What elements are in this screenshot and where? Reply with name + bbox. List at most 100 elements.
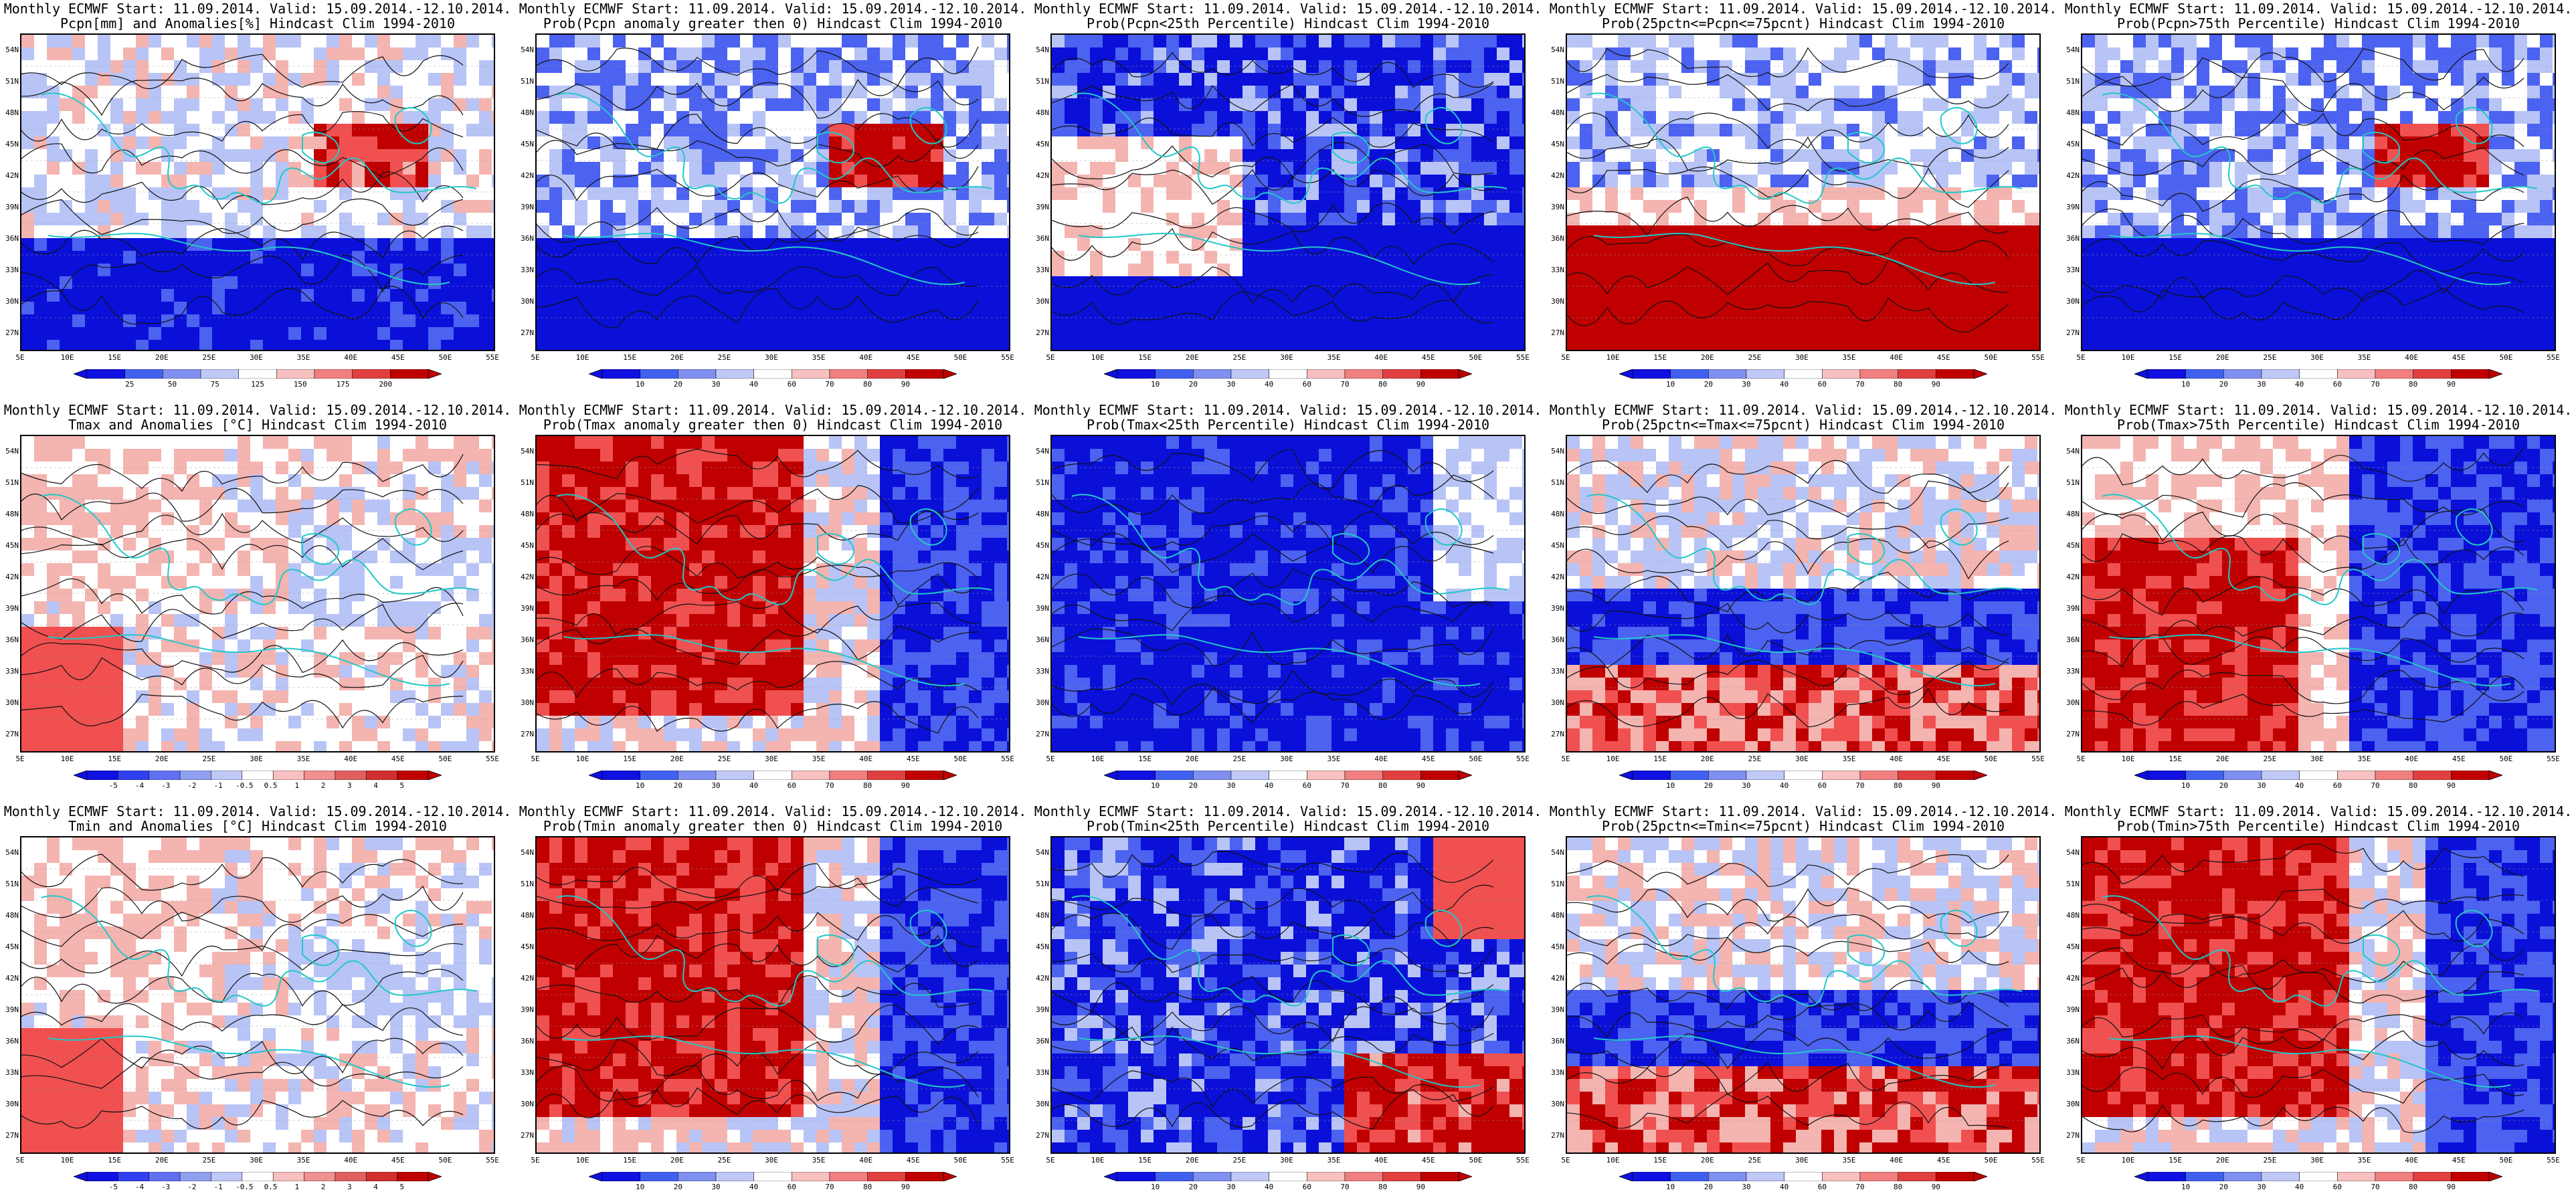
field-cell: [575, 60, 588, 74]
field-cell: [969, 251, 982, 264]
field-cell: [1128, 200, 1141, 213]
field-cell: [2336, 276, 2350, 290]
field-cell: [441, 175, 454, 188]
field-cell: [1433, 314, 1447, 328]
field-cell: [454, 98, 467, 112]
field-cell: [1834, 264, 1847, 277]
field-cell: [1567, 86, 1580, 99]
field-cell: [2425, 213, 2439, 226]
field-cell: [2273, 86, 2286, 99]
field-cell: [1103, 136, 1116, 150]
field-cell: [1230, 264, 1243, 277]
field-cell: [791, 60, 804, 74]
field-cell: [72, 340, 86, 350]
field-cell: [1408, 251, 1421, 264]
field-cell: [352, 35, 365, 48]
field-cell: [161, 47, 175, 61]
field-cell: [2222, 86, 2235, 99]
field-cell: [454, 73, 467, 86]
contour-line: [537, 46, 979, 86]
field-cell: [263, 213, 276, 226]
field-cell: [664, 98, 677, 112]
field-cell: [1408, 200, 1421, 213]
field-cell: [250, 149, 264, 163]
field-cell: [1052, 111, 1065, 124]
field-cell: [1179, 162, 1192, 175]
field-cell: [2464, 264, 2477, 277]
field-cell: [1605, 213, 1619, 226]
field-cell: [1643, 162, 1657, 175]
field-cell: [1357, 86, 1370, 99]
field-cell: [829, 327, 842, 340]
field-cell: [365, 225, 378, 239]
field-cell: [829, 289, 842, 302]
field-cell: [2171, 264, 2185, 277]
field-cell: [829, 264, 842, 277]
field-cell: [2362, 302, 2375, 315]
field-cell: [1077, 327, 1091, 340]
field-cell: [2375, 264, 2388, 277]
field-cell: [1783, 111, 1797, 124]
field-cell: [765, 136, 779, 150]
field-cell: [740, 225, 753, 239]
field-cell: [2025, 302, 2038, 315]
field-cell: [587, 111, 601, 124]
field-cell: [2273, 289, 2286, 302]
latitude-label: 42N: [1551, 171, 1564, 180]
field-cell: [136, 98, 149, 112]
field-cell: [72, 175, 86, 188]
field-cell: [1923, 60, 1936, 74]
field-cell: [1306, 251, 1319, 264]
field-cell: [2012, 136, 2025, 150]
field-cell: [880, 162, 893, 175]
field-cell: [956, 86, 970, 99]
colorbar-swatch: [905, 369, 944, 379]
field-cell: [2037, 35, 2039, 48]
field-cell: [753, 86, 766, 99]
colorbar-arrow-left: [1104, 369, 1118, 379]
field-cell: [2540, 73, 2553, 86]
field-cell: [1293, 124, 1307, 137]
field-cell: [1885, 264, 1898, 277]
field-cell: [1720, 302, 1733, 315]
field-cell: [2209, 60, 2223, 74]
field-cell: [1758, 289, 1771, 302]
field-cell: [2527, 276, 2541, 290]
field-cell: [1357, 149, 1370, 163]
field-cell: [727, 340, 741, 350]
field-cell: [842, 264, 855, 277]
field-cell: [1471, 251, 1485, 264]
field-cell: [1255, 200, 1269, 213]
field-cell: [1707, 238, 1720, 252]
field-cell: [765, 314, 779, 328]
field-cell: [441, 111, 454, 124]
field-cell: [250, 314, 264, 328]
field-cell: [441, 136, 454, 150]
field-cell: [2012, 225, 2025, 239]
field-cell: [2324, 35, 2337, 48]
field-cell: [2514, 289, 2528, 302]
field-cell: [1732, 314, 1746, 328]
field-cell: [1065, 327, 1078, 340]
field-cell: [1974, 162, 1987, 175]
field-cell: [740, 200, 753, 213]
field-cell: [199, 314, 213, 328]
field-cell: [187, 111, 200, 124]
field-cell: [791, 264, 804, 277]
field-cell: [2133, 73, 2146, 86]
field-cell: [689, 225, 703, 239]
field-cell: [149, 251, 162, 264]
field-cell: [60, 200, 73, 213]
field-cell: [1681, 251, 1695, 264]
latitude-label: 51N: [5, 77, 19, 86]
field-cell: [1370, 175, 1383, 188]
field-cell: [2464, 200, 2477, 213]
field-cell: [161, 225, 175, 239]
field-cell: [1243, 136, 1256, 150]
field-cell: [34, 98, 48, 112]
field-cell: [1821, 175, 1835, 188]
field-cell: [2387, 98, 2401, 112]
field-cell: [1796, 251, 1809, 264]
field-cell: [466, 187, 480, 201]
field-cell: [982, 264, 995, 277]
